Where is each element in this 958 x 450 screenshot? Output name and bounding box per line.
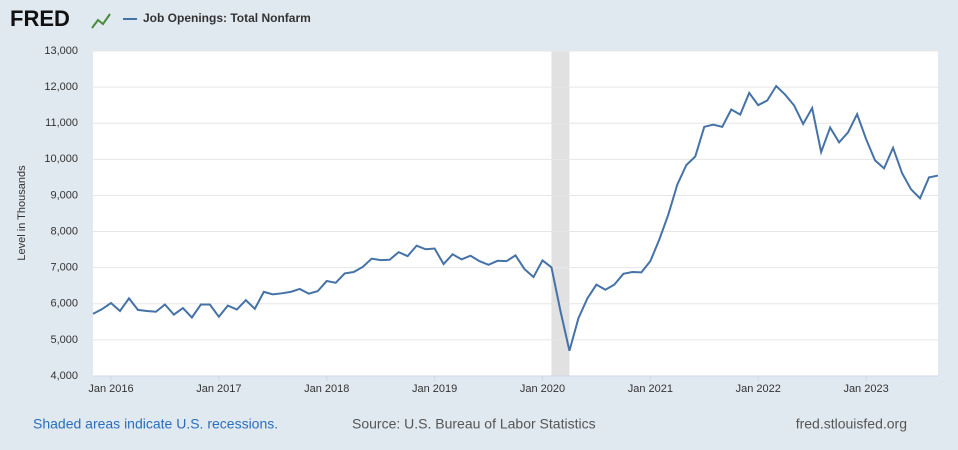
y-tick-label: 9,000 [50, 189, 78, 201]
y-tick-label: 6,000 [50, 298, 78, 310]
recession-note[interactable]: Shaded areas indicate U.S. recessions. [33, 416, 278, 432]
y-tick-label: 4,000 [50, 370, 78, 382]
y-tick-label: 7,000 [50, 262, 78, 274]
y-tick-label: 12,000 [44, 81, 78, 93]
x-tick-label: Jan 2018 [304, 383, 349, 395]
y-tick-label: 5,000 [50, 334, 78, 346]
x-tick-label: Jan 2021 [628, 383, 673, 395]
x-tick-label: Jan 2022 [736, 383, 781, 395]
y-tick-label: 11,000 [45, 117, 78, 129]
y-tick-label: 13,000 [44, 45, 78, 57]
legend-label: Job Openings: Total Nonfarm [143, 11, 311, 25]
brand-logo: FRED [10, 6, 70, 31]
logo-icon [91, 13, 111, 29]
y-axis-label: Level in Thousands [16, 165, 28, 261]
x-tick-label: Jan 2023 [843, 383, 888, 395]
x-tick-label: Jan 2017 [196, 383, 241, 395]
plot-area [93, 51, 938, 376]
site-link[interactable]: fred.stlouisfed.org [796, 416, 907, 432]
x-tick-label: Jan 2019 [412, 383, 457, 395]
recession-shade [551, 51, 570, 376]
source-note: Source: U.S. Bureau of Labor Statistics [352, 416, 596, 432]
y-tick-label: 10,000 [44, 153, 78, 165]
data-line [92, 84, 939, 351]
x-tick-label: Jan 2016 [88, 383, 133, 395]
x-tick-label: Jan 2020 [520, 383, 565, 395]
y-tick-label: 8,000 [50, 225, 78, 237]
